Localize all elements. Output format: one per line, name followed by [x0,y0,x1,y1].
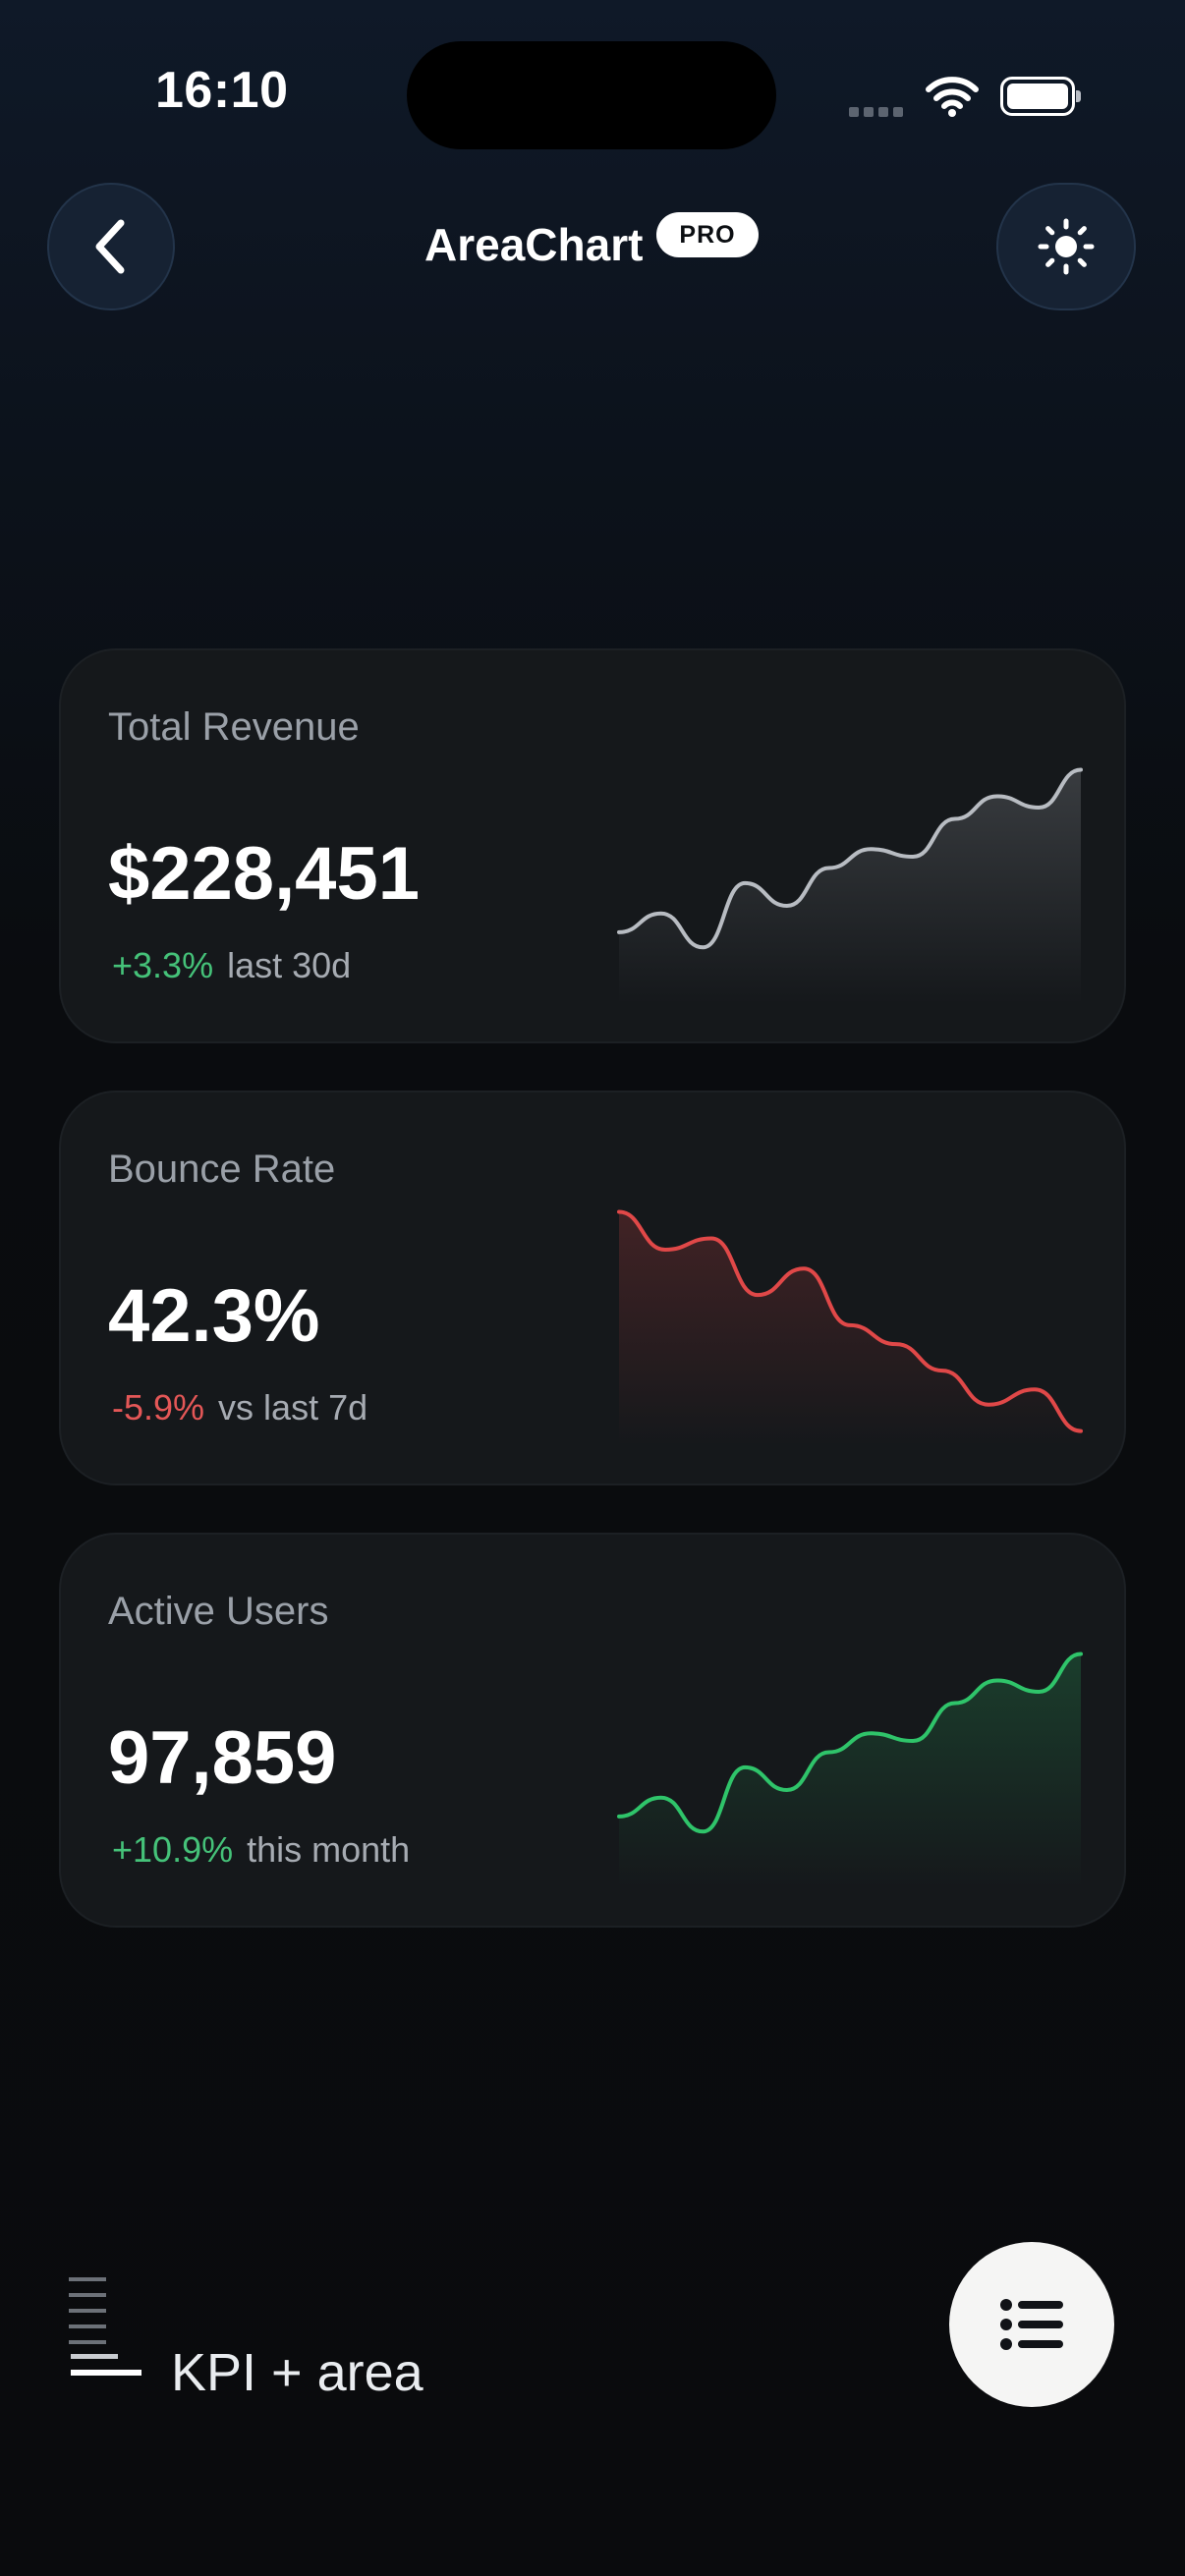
card-label: Bounce Rate [108,1148,336,1191]
delta-context: last 30d [227,945,352,985]
sparkline-area-fill [619,769,1081,1004]
bars-legend-icon [69,2277,147,2384]
card-delta: -5.9% vs last 7d [112,1387,367,1428]
card-label: Active Users [108,1590,329,1633]
page-title: AreaChart [424,219,644,270]
card-value: $228,451 [108,832,420,916]
delta-percent: +3.3% [112,945,214,985]
back-button[interactable] [47,183,175,310]
status-time: 16:10 [155,62,289,119]
menu-fab-button[interactable] [949,2242,1114,2407]
card-value: 42.3% [108,1274,320,1358]
kpi-card-bounce-rate[interactable]: Bounce Rate 42.3% -5.9% vs last 7d [59,1091,1126,1485]
delta-context: vs last 7d [218,1387,368,1428]
battery-icon [1000,77,1081,116]
delta-percent: -5.9% [112,1387,205,1428]
card-label: Total Revenue [108,705,360,749]
kpi-card-active-users[interactable]: Active Users 97,859 +10.9% this month [59,1533,1126,1928]
sparkline-line [617,767,1083,950]
delta-context: this month [247,1829,411,1870]
kpi-card-revenue[interactable]: Total Revenue $228,451 +3.3% last 30d [59,648,1126,1043]
footer-legend-label: KPI + area [171,2343,423,2402]
sun-icon [1038,218,1095,275]
card-delta: +3.3% last 30d [112,945,351,986]
sparkline-area-chart [617,1652,1083,1888]
sparkline-area-fill [619,1211,1081,1446]
pro-badge: PRO [656,212,759,257]
sparkline-line [617,1209,1083,1433]
chevron-left-icon [95,219,125,274]
theme-toggle-button[interactable] [996,183,1136,310]
list-icon [1000,2299,1063,2350]
delta-percent: +10.9% [112,1829,234,1870]
sparkline-area-chart [617,1209,1083,1446]
dynamic-island [407,41,776,149]
card-value: 97,859 [108,1716,337,1800]
wifi-icon [926,75,979,123]
sparkline-line [617,1652,1083,1834]
card-delta: +10.9% this month [112,1829,410,1871]
sparkline-area-chart [617,767,1083,1004]
cellular-signal-icon [849,104,908,122]
sparkline-area-fill [619,1653,1081,1888]
